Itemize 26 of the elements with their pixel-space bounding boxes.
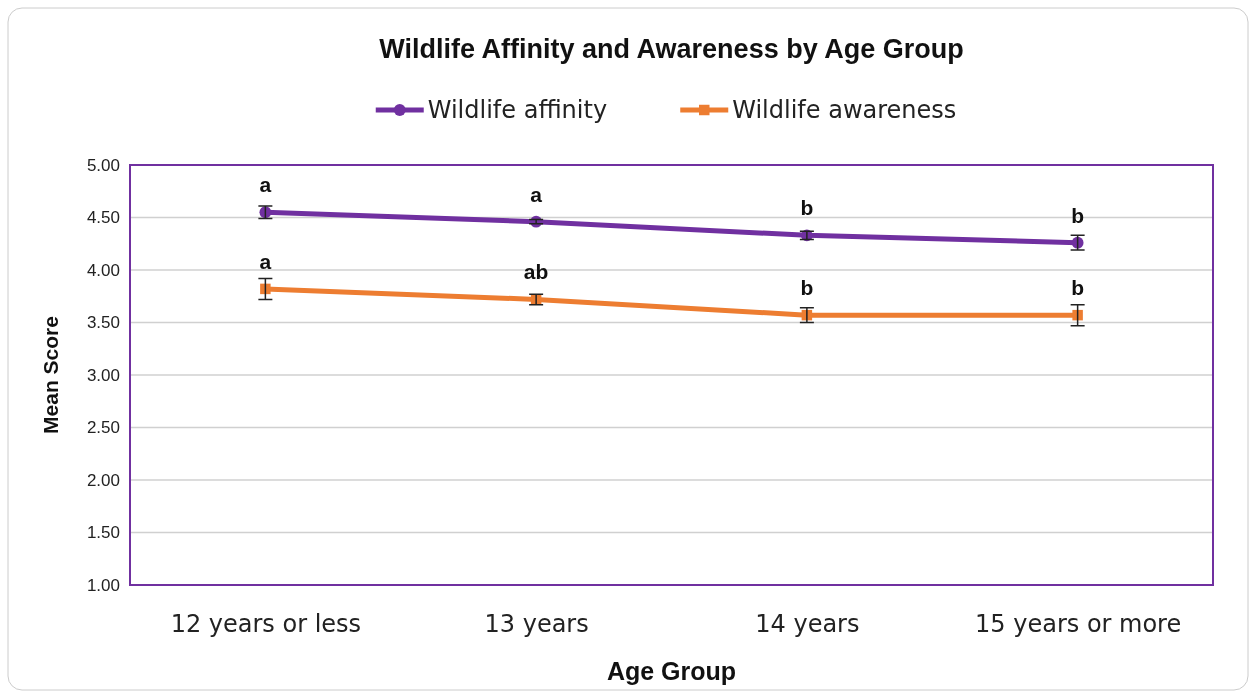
- x-tick-label: 14 years: [755, 610, 860, 639]
- annotation: a: [530, 182, 543, 206]
- x-tick-label: 13 years: [484, 610, 589, 639]
- y-tick-label: 4.00: [86, 260, 120, 280]
- y-tick-label: 2.00: [86, 470, 120, 490]
- annotation: b: [1071, 203, 1085, 227]
- y-tick-label: 1.50: [86, 523, 120, 543]
- annotation: a: [259, 173, 272, 197]
- x-tick-label: 15 years or more: [975, 610, 1182, 639]
- chart-title: Wildlife Affinity and Awareness by Age Group: [379, 34, 964, 64]
- annotation: b: [1071, 276, 1085, 300]
- y-tick-label: 2.50: [86, 418, 120, 438]
- legend-label: Wildlife affinity: [427, 96, 608, 124]
- y-tick-label: 3.00: [86, 365, 120, 385]
- annotation: ab: [523, 260, 549, 284]
- x-axis-title: Age Group: [606, 657, 737, 685]
- annotation: b: [800, 276, 814, 300]
- annotation: a: [259, 249, 272, 273]
- y-axis-title: Mean Score: [39, 316, 62, 434]
- y-tick-label: 1.00: [86, 575, 120, 595]
- annotation: b: [800, 196, 814, 220]
- x-tick-label: 12 years or less: [170, 610, 362, 639]
- legend-label: Wildlife awareness: [732, 96, 957, 124]
- y-tick-label: 3.50: [86, 313, 120, 333]
- y-tick-label: 5.00: [86, 155, 120, 175]
- y-tick-label: 4.50: [86, 208, 120, 228]
